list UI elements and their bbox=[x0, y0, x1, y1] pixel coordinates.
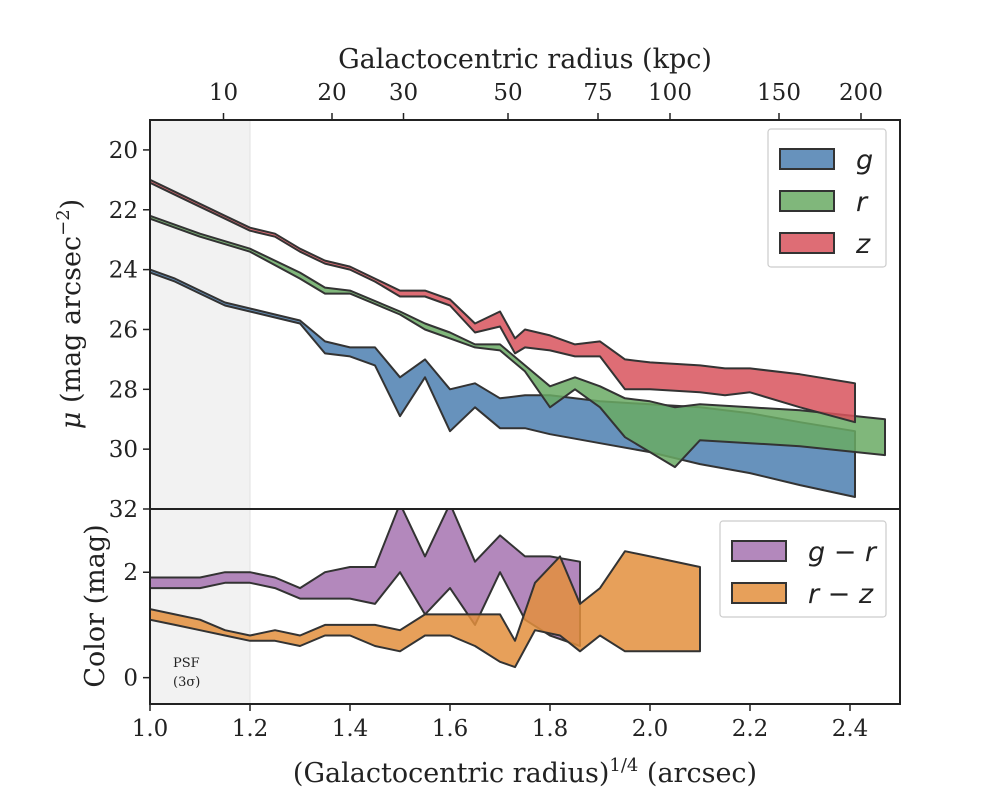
psf-label: PSF bbox=[173, 656, 200, 671]
kpc-tick-label: 200 bbox=[839, 80, 883, 106]
bottom-panel-frame bbox=[149, 508, 901, 705]
xtick-label: 2.4 bbox=[832, 716, 869, 742]
xtick-label: 2.2 bbox=[732, 716, 769, 742]
bottom-ylabel: Color (mag) bbox=[80, 524, 111, 687]
legend-swatch bbox=[779, 190, 835, 212]
legend-label: z bbox=[855, 229, 871, 260]
bottom-ytick-label: 2 bbox=[123, 560, 138, 586]
bottom-panel: 02 1.0 1.2 1.4 1.6 1.8 2.0 2.2 2.4 bbox=[123, 508, 901, 742]
kpc-tick-label: 30 bbox=[389, 80, 418, 106]
legend-swatch bbox=[779, 148, 835, 170]
xtick-label: 1.6 bbox=[432, 716, 469, 742]
psf-region bbox=[150, 120, 251, 704]
kpc-tick-label: 50 bbox=[493, 80, 522, 106]
top-kpc-ticks: 10 20 30 50 75 100 150 200 bbox=[209, 80, 883, 120]
legend-label: g bbox=[856, 145, 873, 176]
top-series-group bbox=[150, 178, 886, 498]
legend-label: r − z bbox=[808, 579, 874, 610]
bottom-xticks: 1.0 1.2 1.4 1.6 1.8 2.0 2.2 2.4 bbox=[132, 704, 869, 742]
top-ytick-label: 24 bbox=[109, 258, 138, 284]
kpc-tick-label: 100 bbox=[648, 80, 692, 106]
top-legend: grz bbox=[767, 128, 887, 268]
top-ylabel: μ (mag arcsec−2) bbox=[53, 199, 87, 429]
bottom-series-group bbox=[150, 509, 701, 669]
series-band-rz-1 bbox=[150, 550, 701, 669]
top-ytick-label: 32 bbox=[109, 497, 138, 523]
xtick-label: 1.4 bbox=[332, 716, 369, 742]
top-panel: 20 22 24 26 28 30 32 10 20 30 50 75 100 150 200 bbox=[109, 80, 901, 523]
bottom-ytick-label: 0 bbox=[123, 666, 138, 692]
xtick-label: 1.8 bbox=[532, 716, 569, 742]
psf-label-sigma: (3σ) bbox=[173, 675, 200, 690]
legend-swatch bbox=[731, 540, 787, 562]
series-band-z-2 bbox=[150, 178, 856, 424]
xtick-label: 1.2 bbox=[232, 716, 269, 742]
top-ytick-label: 28 bbox=[109, 377, 138, 403]
xtick-label: 2.0 bbox=[632, 716, 669, 742]
xtick-label: 1.0 bbox=[132, 716, 169, 742]
legend-label: g − r bbox=[808, 537, 878, 568]
kpc-tick-label: 75 bbox=[583, 80, 612, 106]
bottom-legend: g − r r − z bbox=[719, 520, 887, 618]
top-xlabel: Galactocentric radius (kpc) bbox=[338, 44, 712, 75]
bottom-xlabel: (Galactocentric radius)1/4 (arcsec) bbox=[293, 755, 757, 789]
kpc-tick-label: 10 bbox=[209, 80, 238, 106]
top-ytick-label: 22 bbox=[109, 198, 138, 224]
top-ytick-label: 30 bbox=[109, 437, 138, 463]
series-band-r-1 bbox=[150, 214, 886, 469]
top-ytick-label: 26 bbox=[109, 317, 138, 343]
kpc-tick-label: 20 bbox=[317, 80, 346, 106]
kpc-tick-label: 150 bbox=[757, 80, 801, 106]
psf-shade bbox=[150, 120, 250, 704]
legend-label: r bbox=[856, 187, 869, 218]
legend-swatch bbox=[731, 582, 787, 604]
top-yticks: 20 22 24 26 28 30 32 bbox=[109, 138, 150, 523]
legend-swatch bbox=[779, 232, 835, 254]
top-ytick-label: 20 bbox=[109, 138, 138, 164]
bottom-yticks: 02 bbox=[123, 560, 150, 692]
